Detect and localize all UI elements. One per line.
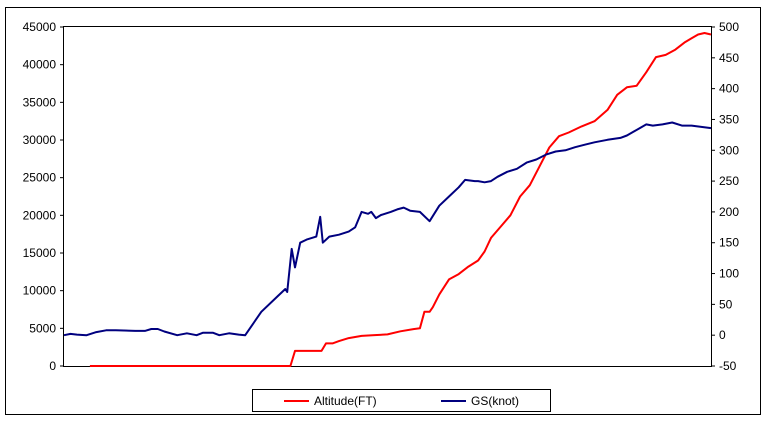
right-tick-label: 400	[719, 82, 739, 96]
right-y-axis: -50 0 50 100 150 200 250 300 350 400 450 500	[711, 20, 739, 373]
right-tick-label: 100	[719, 267, 739, 281]
left-tick-label: 0	[49, 359, 56, 373]
left-y-axis: 0 5000 10000 15000 20000 25000 30000 35000 40000…	[23, 20, 64, 373]
right-tick-label: -50	[719, 359, 737, 373]
left-tick-label: 5000	[29, 321, 56, 335]
right-tick-label: 450	[719, 51, 739, 65]
right-tick-label: 0	[719, 328, 726, 342]
legend-label-gs: GS(knot)	[471, 394, 519, 408]
right-tick-label: 350	[719, 112, 739, 126]
right-tick-label: 500	[719, 20, 739, 34]
left-tick-label: 45000	[23, 20, 57, 34]
legend-box	[252, 389, 551, 412]
right-tick-label: 300	[719, 143, 739, 157]
legend: Altitude(FT) GS(knot)	[252, 389, 551, 412]
left-tick-label: 15000	[23, 246, 57, 260]
left-tick-label: 20000	[23, 208, 57, 222]
series-layer	[63, 32, 712, 367]
legend-label-altitude: Altitude(FT)	[314, 394, 377, 408]
right-tick-label: 200	[719, 205, 739, 219]
left-tick-label: 30000	[23, 133, 57, 147]
left-tick-label: 25000	[23, 171, 57, 185]
left-tick-label: 35000	[23, 95, 57, 109]
left-tick-label: 10000	[23, 284, 57, 298]
series-line-gs	[63, 121, 712, 337]
right-tick-label: 150	[719, 236, 739, 250]
right-tick-label: 250	[719, 174, 739, 188]
left-tick-label: 40000	[23, 58, 57, 72]
right-tick-label: 50	[719, 297, 733, 311]
series-line-altitude	[89, 32, 712, 367]
plot-area	[63, 26, 712, 367]
